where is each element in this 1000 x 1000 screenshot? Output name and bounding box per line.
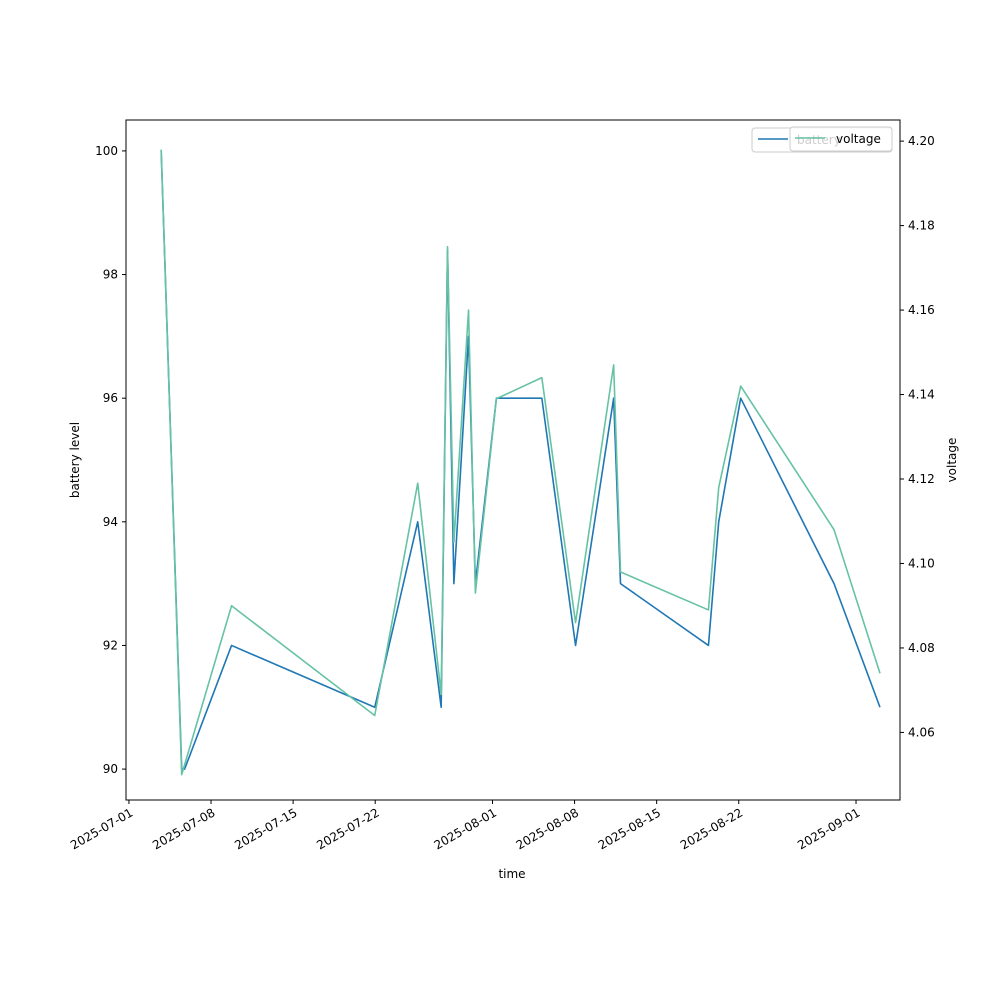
left-axis-label: battery level [68,422,82,498]
left-tick-label: 92 [103,638,118,652]
right-axis-label: voltage [945,438,959,483]
right-axis: 4.06 4.08 4.10 4.12 4.14 4.16 4.18 4.20 [900,134,935,739]
right-tick-label: 4.20 [908,134,935,148]
left-tick-label: 100 [95,144,118,158]
left-tick-label: 96 [103,391,118,405]
right-tick-label: 4.18 [908,219,935,233]
right-tick-label: 4.10 [908,556,935,570]
right-tick-label: 4.14 [908,388,935,402]
plot-frame [125,119,901,801]
legend-voltage-box [789,126,893,152]
right-tick-label: 4.08 [908,641,935,655]
right-tick-label: 4.16 [908,303,935,317]
series-layer [160,149,881,776]
right-tick-label: 4.12 [908,472,935,486]
series-line-voltage [160,149,881,776]
left-tick-label: 94 [103,515,118,529]
x-axis-label: time [498,867,525,881]
legend-voltage: voltage [789,126,893,152]
legend-voltage-label: voltage [836,132,881,146]
right-tick-label: 4.06 [908,725,935,739]
left-axis: 90 92 94 96 98 100 [95,144,126,776]
left-tick-label: 90 [103,762,118,776]
left-tick-label: 98 [103,268,118,282]
